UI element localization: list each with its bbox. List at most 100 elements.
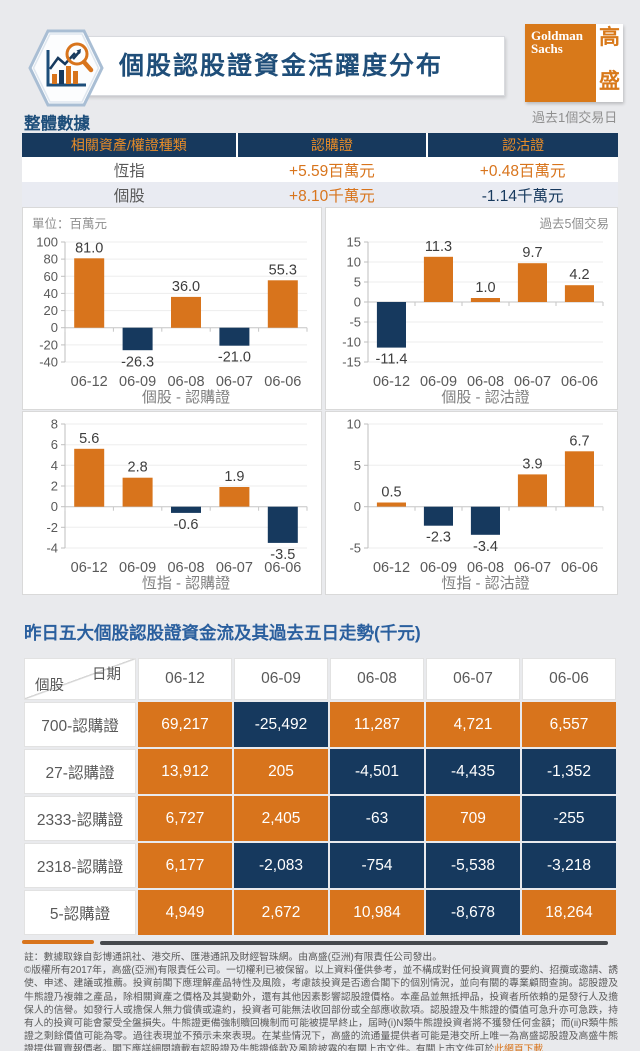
- cn-char-2: 盛: [599, 70, 620, 93]
- chart-title: 恆指 - 認沽證: [441, 575, 529, 592]
- y-tick-label: -10: [342, 335, 361, 350]
- overview-value-cell: +8.10千萬元: [236, 182, 428, 207]
- brand-line1: Goldman: [531, 28, 584, 43]
- chart-title: 個股 - 認購證: [142, 389, 230, 406]
- period-note-5d: 過去5個交易: [539, 217, 609, 231]
- bar-value-label: -26.3: [121, 354, 154, 370]
- y-tick-label: -2: [46, 520, 58, 535]
- download-link[interactable]: 此網頁下載: [494, 1044, 544, 1051]
- bar-value-label: 1.0: [475, 280, 495, 296]
- section-heading-flow: 昨日五大個股認股證資金流及其過去五日走勢(千元): [24, 623, 421, 643]
- disclaimer-text: ©版權所有2017年，高盛(亞洲)有限責任公司。一切權利已被保留。以上資料僅供參…: [24, 965, 618, 1051]
- x-category-label: 06-09: [119, 560, 156, 576]
- y-tick-label: 0: [51, 499, 58, 514]
- x-category-label: 06-06: [561, 374, 598, 390]
- stock-label-cell: 700-認購證: [24, 702, 136, 747]
- flow-value-cell: -255: [522, 796, 616, 841]
- overview-row: 恆指 +5.59百萬元 +0.48百萬元: [22, 157, 618, 182]
- analytics-hexagon-icon: [28, 29, 104, 107]
- bar: [376, 502, 406, 507]
- divider-dark: [100, 941, 608, 945]
- bar: [74, 258, 105, 328]
- divider-orange: [22, 940, 94, 944]
- overview-table-body: 恆指 +5.59百萬元 +0.48百萬元 個股 +8.10千萬元 -1.14千萬元: [22, 157, 618, 207]
- bar-value-label: 4.2: [569, 267, 589, 283]
- flow-value-cell: -5,538: [426, 843, 520, 888]
- bar-chart-stock-put: 15 10 5 0 -5 -10 -15 -11.4 06-12 11.3 06-09 1.0 06-0…: [342, 235, 604, 406]
- bar-value-label: -21.0: [218, 350, 251, 366]
- gaosheng-vertical-wordmark: 高 盛: [596, 24, 623, 102]
- bar-value-label: 1.9: [224, 469, 244, 485]
- chart-title: 個股 - 認沽證: [441, 389, 529, 406]
- footer: 註：數據取錄自彭博通訊社、港交所、匯港通訊及財經智珠網。由高盛(亞洲)有限責任公…: [24, 951, 618, 1051]
- date-column-header: 06-08: [330, 658, 424, 700]
- x-category-label: 06-07: [216, 560, 253, 576]
- flow-value-cell: 709: [426, 796, 520, 841]
- cn-char-1: 高: [599, 26, 620, 49]
- x-category-label: 06-12: [71, 560, 108, 576]
- bar-value-label: 0.5: [381, 485, 401, 501]
- overview-header-row: 相關資產/權證種類 認購證 認沽證: [22, 133, 618, 157]
- flow-value-cell: -3,218: [522, 843, 616, 888]
- y-tick-label: 20: [44, 303, 58, 318]
- x-category-label: 06-12: [373, 560, 410, 576]
- goldman-sachs-logo: Goldman Sachs 高 盛: [525, 24, 623, 102]
- bar-chart-hsi-call: 8 6 4 2 0 -2 -4 5.6 06-12 2.8 06-09 -0.6 06-08 1.9 06-…: [46, 417, 308, 592]
- brand-line2: Sachs: [531, 41, 563, 56]
- date-column-header: 06-06: [522, 658, 616, 700]
- y-tick-label: 10: [347, 417, 361, 432]
- x-category-label: 06-06: [264, 374, 301, 390]
- overview-table-head: 相關資產/權證種類 認購證 認沽證: [22, 133, 618, 157]
- bar-value-label: -11.4: [376, 352, 408, 368]
- bar-value-label: 36.0: [172, 279, 200, 295]
- y-tick-label: -15: [342, 355, 361, 370]
- x-category-label: 06-12: [373, 374, 410, 390]
- flow-table-row: 2333-認購證 6,727 2,405 -63 709 -255: [24, 796, 616, 841]
- y-tick-label: 5: [354, 458, 361, 473]
- bar-value-label: 9.7: [522, 245, 542, 261]
- x-category-label: 06-08: [167, 560, 204, 576]
- flow-value-cell: 4,721: [426, 702, 520, 747]
- title-bar: 個股認股證資金活躍度分布: [62, 36, 505, 96]
- corner-header-cell: 日期 個股: [24, 658, 136, 700]
- flow-value-cell: 6,557: [522, 702, 616, 747]
- overview-value-cell: +5.59百萬元: [236, 157, 428, 182]
- x-category-label: 06-06: [561, 560, 598, 576]
- bar: [517, 474, 547, 507]
- bar: [376, 302, 406, 348]
- flow-value-cell: -2,083: [234, 843, 328, 888]
- bar-value-label: -3.5: [270, 547, 295, 563]
- y-tick-label: 8: [51, 417, 58, 432]
- flow-table-body: 700-認購證 69,217 -25,492 11,287 4,721 6,557 27-認…: [24, 702, 616, 935]
- bar-value-label: 2.8: [128, 460, 148, 476]
- overview-value-cell: -1.14千萬元: [427, 182, 618, 207]
- x-category-label: 06-06: [264, 560, 301, 576]
- section-heading-overview: 整體數據: [24, 115, 90, 133]
- flow-value-cell: 2,405: [234, 796, 328, 841]
- y-tick-label: 2: [51, 479, 58, 494]
- flow-table-row: 5-認購證 4,949 2,672 10,984 -8,678 18,264: [24, 890, 616, 935]
- flow-value-cell: 2,672: [234, 890, 328, 935]
- flow-value-cell: 6,727: [138, 796, 232, 841]
- y-tick-label: 80: [44, 252, 58, 267]
- flow-value-cell: -4,501: [330, 749, 424, 794]
- stock-label-cell: 2333-認購證: [24, 796, 136, 841]
- flow-value-cell: 4,949: [138, 890, 232, 935]
- page-title: 個股認股證資金活躍度分布: [119, 52, 444, 80]
- disclaimer-paragraph: ©版權所有2017年，高盛(亞洲)有限責任公司。一切權利已被保留。以上資料僅供參…: [24, 964, 618, 1051]
- bar-value-label: 6.7: [569, 433, 589, 449]
- x-category-label: 06-09: [119, 374, 156, 390]
- bar-value-label: 3.9: [522, 456, 542, 472]
- bar: [74, 448, 105, 507]
- bar: [219, 327, 250, 346]
- x-category-label: 06-09: [420, 560, 457, 576]
- stock-label-cell: 5-認購證: [24, 890, 136, 935]
- x-category-label: 06-09: [420, 374, 457, 390]
- overview-column-header: 認購證: [236, 133, 429, 157]
- y-tick-label: -40: [39, 355, 58, 370]
- x-category-label: 06-08: [167, 374, 204, 390]
- flow-value-cell: -754: [330, 843, 424, 888]
- y-tick-label: -4: [46, 541, 58, 556]
- asset-label-cell: 恆指: [22, 157, 237, 182]
